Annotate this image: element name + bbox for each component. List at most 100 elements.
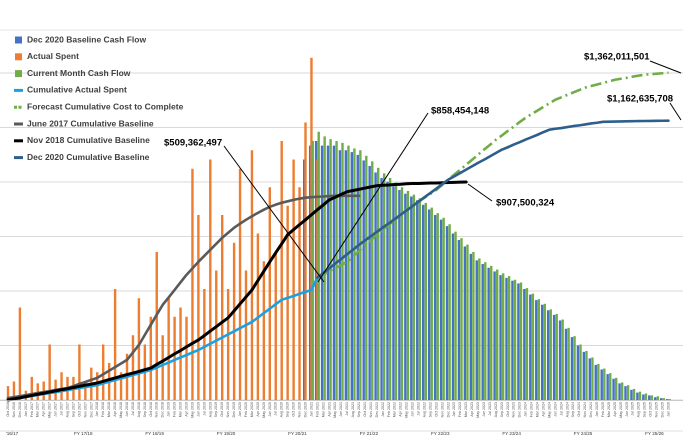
bar bbox=[496, 269, 499, 400]
x-tick-label: Jul 2020 bbox=[274, 402, 278, 416]
bar bbox=[537, 299, 541, 400]
x-tick-label: Jun 2024 bbox=[553, 402, 557, 417]
x-tick-label: Feb 2021 bbox=[315, 402, 319, 417]
x-tick-label: Nov 2019 bbox=[226, 402, 230, 417]
annotation: $858,454,148 bbox=[431, 106, 489, 117]
bar bbox=[427, 209, 431, 400]
bar bbox=[209, 159, 212, 400]
x-tick-label: Oct 2016 bbox=[6, 402, 10, 417]
group-label: FY 17/18 bbox=[74, 431, 93, 436]
x-tick-label: Jan 2021 bbox=[309, 402, 313, 417]
bar bbox=[335, 141, 338, 400]
bar bbox=[606, 374, 609, 400]
bar bbox=[541, 304, 544, 400]
bar bbox=[478, 258, 481, 400]
bar bbox=[380, 178, 383, 400]
legend-swatch bbox=[15, 70, 22, 78]
x-tick-label: Oct 2021 bbox=[363, 402, 367, 417]
x-tick-label: Oct 2020 bbox=[292, 402, 296, 417]
bar bbox=[636, 392, 639, 400]
x-tick-label: Jan 2023 bbox=[452, 402, 456, 417]
bar bbox=[475, 260, 478, 400]
x-tick-label: Jul 2022 bbox=[417, 402, 421, 416]
bar bbox=[341, 142, 344, 400]
x-tick-label: May 2018 bbox=[119, 402, 123, 418]
x-tick-label: Nov 2020 bbox=[298, 402, 302, 417]
x-tick-label: Nov 2016 bbox=[12, 402, 16, 417]
bar bbox=[511, 280, 514, 400]
x-tick-label: Dec 2022 bbox=[446, 402, 450, 417]
x-axis: Oct 2016 Nov 2016 Dec 2016 Jan 2017 Feb 2017… bbox=[0, 400, 683, 436]
bar bbox=[656, 396, 660, 400]
lines bbox=[6, 71, 670, 402]
legend-label: Current Month Cash Flow bbox=[27, 68, 131, 78]
bar bbox=[344, 150, 348, 400]
bar bbox=[317, 131, 320, 400]
x-tick-label: Apr 2025 bbox=[613, 402, 617, 417]
bar bbox=[422, 204, 425, 400]
x-tick-label: Apr 2024 bbox=[541, 402, 545, 417]
bar bbox=[424, 202, 427, 400]
bar bbox=[12, 381, 16, 400]
annotation-arrow bbox=[669, 102, 682, 121]
bar bbox=[353, 148, 356, 400]
bar bbox=[564, 328, 568, 400]
bar bbox=[466, 244, 469, 400]
bar bbox=[469, 253, 472, 400]
bar bbox=[274, 252, 277, 400]
x-tick-label: Jun 2017 bbox=[54, 402, 58, 417]
bar bbox=[359, 150, 362, 400]
annotation: $907,500,324 bbox=[496, 198, 555, 209]
bar bbox=[404, 193, 407, 400]
bar bbox=[310, 57, 313, 400]
bar bbox=[609, 373, 612, 400]
annotation: $1,162,635,708 bbox=[607, 94, 673, 105]
x-tick-label: Aug 2017 bbox=[65, 402, 69, 417]
bar bbox=[600, 369, 603, 400]
x-tick-label: Oct 2019 bbox=[220, 402, 224, 417]
bar bbox=[221, 215, 224, 400]
x-tick-label: May 2020 bbox=[262, 402, 266, 418]
annotation: $1,362,011,501 bbox=[584, 52, 650, 63]
x-tick-label: Sep 2024 bbox=[571, 402, 575, 417]
x-tick-label: Mar 2017 bbox=[36, 402, 40, 417]
group-label: FY 23/24 bbox=[502, 431, 521, 436]
bar bbox=[280, 141, 283, 400]
x-tick-label: Mar 2024 bbox=[536, 402, 540, 417]
bar bbox=[668, 399, 671, 400]
bar bbox=[238, 168, 242, 400]
bar bbox=[487, 267, 490, 400]
annotation-arrow bbox=[223, 145, 325, 283]
bar bbox=[630, 389, 633, 400]
group-label: FY 21/22 bbox=[360, 431, 379, 436]
bar bbox=[215, 270, 218, 400]
annotation-arrow bbox=[649, 60, 682, 74]
bar bbox=[368, 165, 371, 400]
x-tick-label: Aug 2020 bbox=[280, 402, 284, 417]
bar bbox=[525, 288, 529, 400]
bar bbox=[155, 252, 158, 400]
x-tick-label: Jun 2021 bbox=[339, 402, 343, 417]
x-tick-label: Jan 2019 bbox=[167, 402, 171, 417]
x-tick-label: Jun 2019 bbox=[196, 402, 200, 417]
bar bbox=[433, 215, 437, 400]
bar bbox=[78, 344, 81, 400]
x-tick-label: Jun 2018 bbox=[125, 402, 129, 417]
x-tick-label: Dec 2021 bbox=[375, 402, 379, 417]
x-tick-label: Jan 2024 bbox=[524, 402, 528, 417]
x-tick-label: Feb 2025 bbox=[601, 402, 605, 417]
bar bbox=[570, 337, 574, 400]
annotations bbox=[223, 60, 682, 283]
bar bbox=[6, 386, 10, 400]
bar bbox=[490, 265, 493, 400]
x-tick-label: Apr 2023 bbox=[470, 402, 474, 417]
bar bbox=[436, 213, 439, 400]
bar bbox=[332, 145, 336, 400]
x-tick-label: Jul 2025 bbox=[631, 402, 635, 416]
bar bbox=[654, 397, 657, 400]
x-tick-label: Dec 2016 bbox=[18, 402, 22, 417]
bar bbox=[558, 320, 562, 400]
annotation-arrow bbox=[317, 112, 429, 283]
group-label: FY 19/20 bbox=[217, 431, 236, 436]
